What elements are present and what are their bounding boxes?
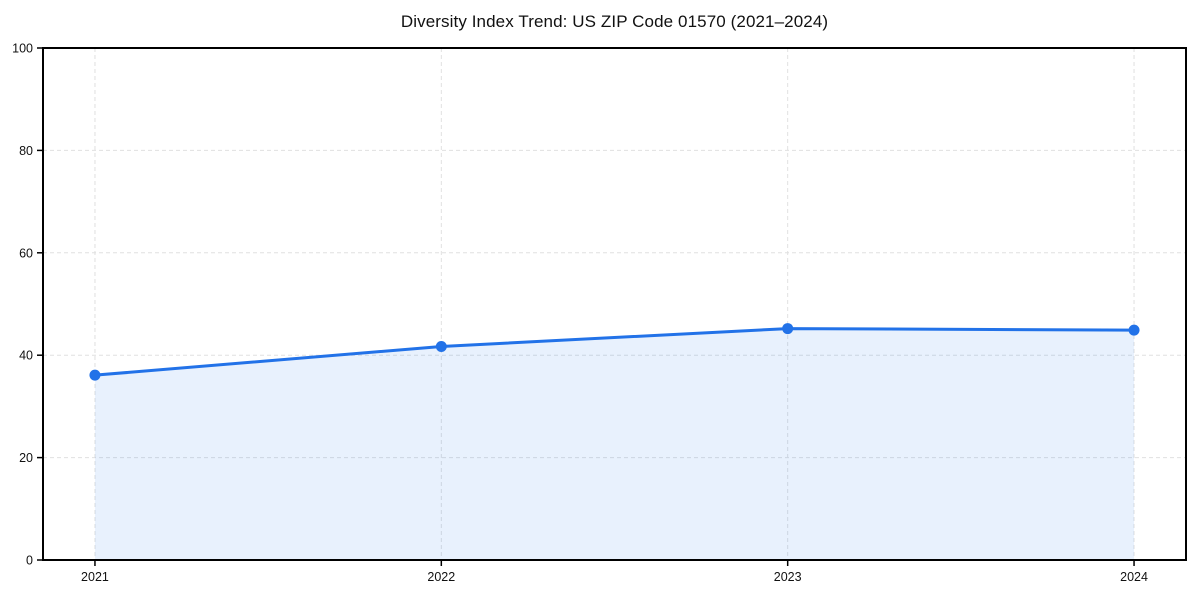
data-point-2022 xyxy=(435,340,447,352)
x-tick-label: 2023 xyxy=(774,570,802,584)
y-tick-label: 60 xyxy=(19,246,33,260)
y-tick-label: 0 xyxy=(26,554,33,568)
data-point-2024 xyxy=(1128,324,1140,336)
data-point-2023 xyxy=(782,323,794,335)
y-tick-label: 100 xyxy=(12,42,33,56)
x-tick-label: 2021 xyxy=(81,570,109,584)
trend-line xyxy=(93,327,1136,377)
plot-border xyxy=(42,47,1187,561)
y-tick-label: 80 xyxy=(19,144,33,158)
y-tick-label: 20 xyxy=(19,451,33,465)
area-fill xyxy=(94,328,1135,560)
y-tick-label: 40 xyxy=(19,349,33,363)
x-tick-label: 2022 xyxy=(427,570,455,584)
x-tick-label: 2024 xyxy=(1120,570,1148,584)
chart-title: Diversity Index Trend: US ZIP Code 01570… xyxy=(400,12,829,31)
data-point-2021 xyxy=(89,369,101,381)
